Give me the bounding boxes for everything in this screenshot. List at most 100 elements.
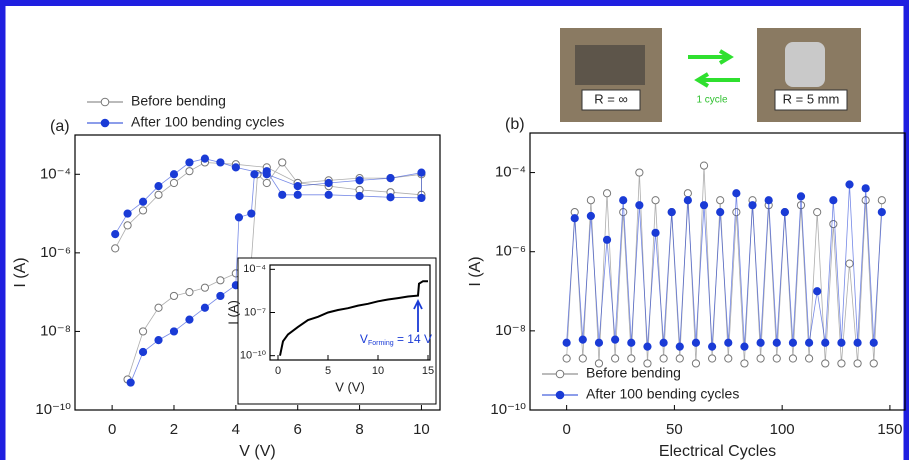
annotation-main: V	[360, 332, 368, 346]
data-point	[611, 354, 620, 363]
data-point	[683, 189, 692, 198]
annotation: VForming = 14 V	[360, 332, 432, 347]
annotation-rest: = 14 V	[394, 332, 432, 346]
data-point	[829, 219, 838, 229]
data-point	[586, 211, 595, 221]
x-tick-label: 0	[108, 421, 116, 438]
data-point	[200, 283, 210, 292]
data-point	[216, 276, 225, 285]
y-tick-label: 10⁻⁸	[40, 322, 71, 339]
data-point	[877, 208, 886, 217]
data-point	[837, 359, 846, 368]
inset-chart: 0 5 10 15 10⁻¹⁰ 10⁻⁷ 10⁻⁴ V (V) I (A) VForming = …	[225, 257, 437, 405]
series-line	[279, 280, 428, 356]
annotation-arrow	[413, 298, 423, 332]
data-point	[185, 288, 194, 297]
x-tick-label: 10	[413, 421, 430, 438]
x-tick-label: 5	[325, 365, 331, 377]
data-point	[691, 359, 701, 368]
data-point	[185, 167, 194, 176]
data-point	[594, 359, 604, 368]
y-tick-label: 10⁻⁴	[40, 165, 71, 182]
data-point	[278, 158, 287, 167]
data-point	[732, 208, 741, 217]
data-point	[780, 208, 789, 217]
data-point	[355, 176, 364, 185]
data-point	[651, 196, 660, 205]
data-point	[200, 303, 210, 312]
data-point	[185, 315, 194, 324]
data-point	[845, 180, 854, 189]
data-point	[635, 168, 644, 177]
data-point	[716, 196, 725, 205]
data-point	[788, 354, 798, 363]
chart: 0 2 4 6 8 10 10⁻¹⁰ 10⁻⁸ 10⁻⁶ 10⁻⁴ V (V) I (A) (a) Bef…	[12, 93, 441, 460]
legend-label: After 100 bending cycles	[131, 114, 284, 130]
x-axis-title: V (V)	[335, 379, 365, 394]
data-point	[216, 158, 225, 167]
data-point	[740, 342, 749, 351]
data-point	[154, 182, 163, 191]
data-point	[659, 354, 668, 363]
arrow-right	[688, 49, 734, 65]
data-point	[683, 196, 692, 205]
data-point	[126, 378, 135, 387]
y-tick-label: 10⁻⁴	[243, 263, 266, 275]
series-line	[566, 184, 883, 347]
panel-label: (a)	[50, 118, 70, 135]
data-point	[821, 338, 830, 347]
data-point	[111, 244, 120, 253]
data-point	[804, 338, 814, 347]
x-tick-label: 10	[372, 365, 384, 377]
data-point	[231, 163, 240, 172]
chart: 0 50 100 150 10⁻¹⁰ 10⁻⁸ 10⁻⁶ 10⁻⁴ Electrical Cyc…	[467, 116, 906, 460]
data-point	[234, 213, 244, 222]
data-point	[154, 336, 163, 345]
y-tick-label: 10⁻¹⁰	[35, 401, 71, 418]
photo-label: R = ∞	[594, 91, 627, 106]
data-point	[247, 209, 256, 218]
data-point	[756, 354, 765, 363]
data-point	[772, 338, 781, 347]
data-point	[138, 347, 148, 357]
data-point	[578, 335, 587, 344]
data-point	[845, 259, 854, 268]
data-point	[123, 221, 132, 230]
data-point	[262, 170, 271, 179]
photos: R = ∞ R = 5 mm 1 cycle	[560, 28, 861, 122]
legend-label: Before bending	[131, 93, 226, 109]
photo-detail	[575, 45, 645, 85]
photo-label-box	[774, 89, 848, 111]
data-point	[732, 189, 741, 198]
data-point	[861, 184, 870, 193]
y-tick-label: 10⁻⁷	[244, 306, 266, 318]
photo-label: R = 5 mm	[783, 91, 840, 106]
data-point	[154, 303, 163, 312]
x-tick-label: 100	[770, 421, 795, 438]
data-point	[716, 208, 725, 217]
data-point	[355, 191, 364, 201]
data-point	[813, 208, 822, 217]
data-point	[740, 359, 749, 368]
data-point	[667, 208, 676, 217]
data-point	[611, 335, 620, 344]
data-point	[635, 201, 644, 210]
x-axis-title: Electrical Cycles	[659, 443, 776, 460]
legend-marker	[100, 118, 110, 128]
data-point	[708, 354, 717, 363]
x-tick-label: 2	[170, 421, 178, 438]
legend-label: Before bending	[586, 365, 681, 381]
panel-label: (b)	[505, 116, 525, 133]
photo-label-box	[581, 89, 641, 111]
data-point	[724, 354, 733, 363]
legend-marker	[555, 390, 565, 400]
x-tick-label: 15	[422, 365, 434, 377]
data-point	[643, 342, 652, 351]
data-point	[804, 354, 814, 363]
data-point	[169, 170, 179, 179]
legend-marker	[555, 369, 565, 379]
data-point	[200, 154, 210, 163]
data-point	[691, 338, 701, 347]
data-point	[324, 178, 333, 188]
